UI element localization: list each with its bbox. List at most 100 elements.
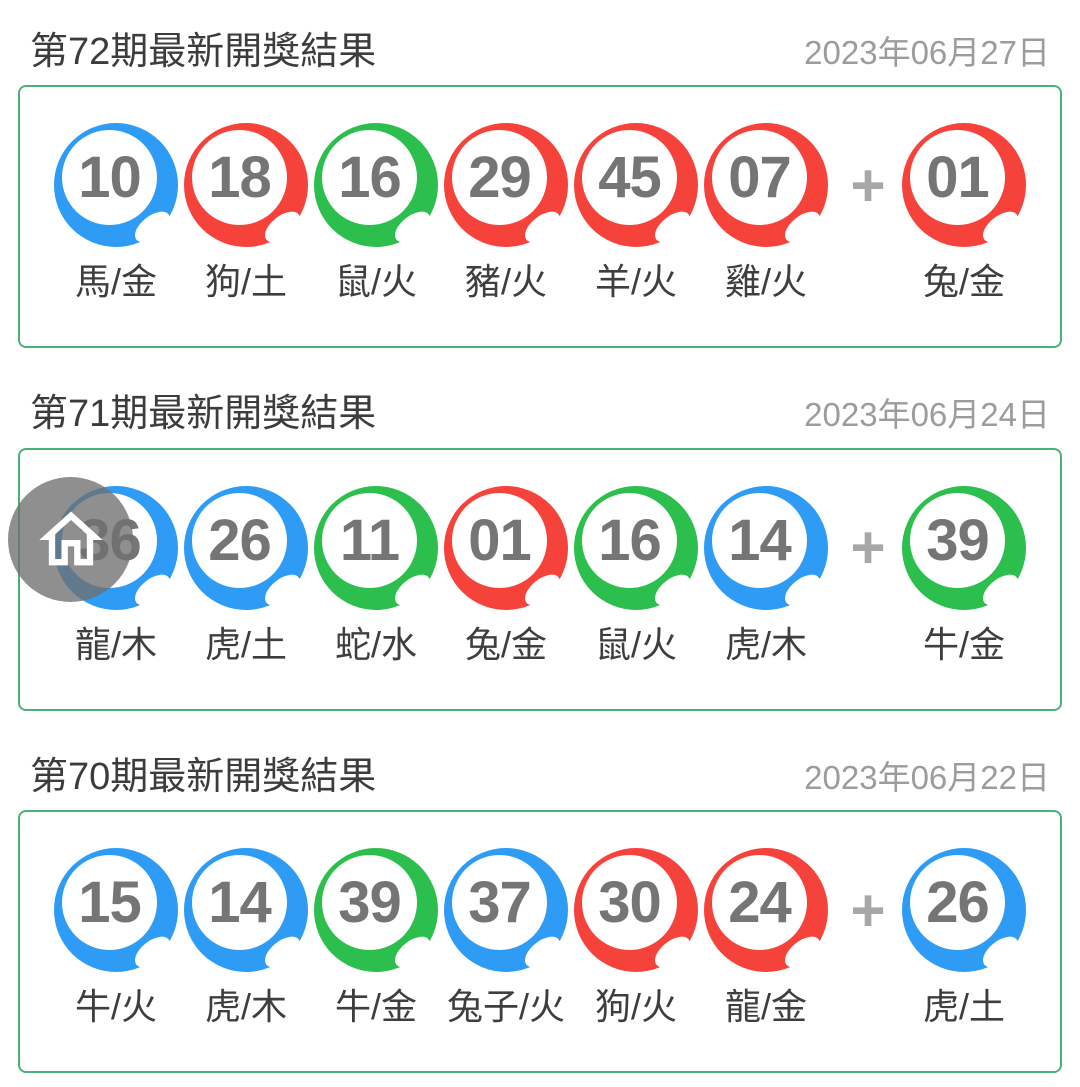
ball-column: 30 狗/火 bbox=[574, 848, 698, 1029]
ball-zodiac-element-label: 羊/火 bbox=[594, 261, 677, 303]
ball-number: 45 bbox=[598, 145, 662, 211]
ball-zodiac-element-label: 豬/火 bbox=[464, 261, 547, 303]
lottery-ball: 18 bbox=[184, 123, 308, 249]
ball-column: 01 兔/金 bbox=[444, 485, 568, 667]
ball-zodiac-element-label: 兔子/火 bbox=[446, 986, 565, 1028]
lottery-ball: 11 bbox=[314, 485, 438, 612]
home-button[interactable] bbox=[8, 477, 133, 602]
ball-face: 37 bbox=[452, 855, 547, 951]
lottery-ball: 16 bbox=[314, 123, 438, 249]
lottery-ball: 29 bbox=[444, 123, 568, 249]
ball-face: 14 bbox=[712, 492, 807, 588]
lottery-ball: 14 bbox=[704, 485, 828, 612]
ball-zodiac-element-label: 虎/木 bbox=[724, 623, 807, 665]
plus-sign: + bbox=[850, 151, 886, 219]
ball-number: 14 bbox=[208, 870, 272, 936]
ball-zodiac-element-label: 鼠/火 bbox=[334, 261, 417, 303]
ball-zodiac-element-label: 虎/木 bbox=[204, 986, 287, 1028]
ball-number: 24 bbox=[728, 870, 792, 936]
ball-zodiac-element-label: 狗/火 bbox=[594, 986, 677, 1028]
ball-zodiac-element-label: 兔/金 bbox=[922, 261, 1005, 303]
ball-number: 26 bbox=[926, 870, 990, 936]
ball-face: 16 bbox=[322, 130, 417, 226]
ball-number: 18 bbox=[208, 145, 272, 211]
lottery-ball: 26 bbox=[902, 848, 1026, 974]
ball-face: 24 bbox=[712, 855, 807, 951]
draw-date: 2023年06月22日 bbox=[804, 758, 1050, 796]
balls-row: 10 馬/金 18 狗/土 16 鼠/火 29 豬/火 bbox=[20, 87, 1060, 346]
balls-row: 15 牛/火 14 虎/木 39 牛/金 37 兔子/ bbox=[20, 812, 1060, 1071]
ball-zodiac-element-label: 兔/金 bbox=[464, 623, 547, 665]
section-title: 第72期最新開獎結果 bbox=[30, 31, 377, 73]
lottery-ball: 24 bbox=[704, 848, 828, 974]
ball-column: 39 牛/金 bbox=[902, 485, 1026, 667]
ball-zodiac-element-label: 牛/金 bbox=[334, 986, 417, 1028]
ball-zodiac-element-label: 虎/土 bbox=[204, 623, 287, 665]
ball-face: 18 bbox=[192, 130, 287, 226]
section-title: 第70期最新開獎結果 bbox=[30, 755, 377, 798]
ball-number: 29 bbox=[468, 145, 532, 211]
draw-result-section: 第71期最新開獎結果 2023年06月24日 36 龍/木 26 虎/土 11 bbox=[18, 388, 1062, 711]
ball-number: 14 bbox=[728, 507, 792, 573]
ball-zodiac-element-label: 龍/木 bbox=[74, 623, 157, 665]
ball-column: 26 虎/土 bbox=[902, 848, 1026, 1029]
ball-face: 26 bbox=[910, 855, 1005, 951]
ball-column: 26 虎/土 bbox=[184, 485, 308, 667]
ball-face: 15 bbox=[62, 855, 157, 951]
ball-column: 24 龍/金 bbox=[704, 848, 828, 1029]
section-title: 第71期最新開獎結果 bbox=[30, 393, 377, 436]
lottery-ball: 37 bbox=[444, 848, 568, 974]
ball-zodiac-element-label: 牛/火 bbox=[74, 986, 157, 1028]
ball-face: 29 bbox=[452, 130, 547, 226]
ball-column: 07 雞/火 bbox=[704, 123, 828, 304]
ball-zodiac-element-label: 蛇/水 bbox=[334, 623, 417, 665]
ball-column: 01 兔/金 bbox=[902, 123, 1026, 304]
section-header: 第72期最新開獎結果 2023年06月27日 bbox=[18, 26, 1062, 85]
ball-column: 15 牛/火 bbox=[54, 848, 178, 1029]
ball-number: 16 bbox=[338, 145, 402, 211]
ball-face: 16 bbox=[582, 492, 677, 588]
lottery-ball: 14 bbox=[184, 848, 308, 974]
home-icon bbox=[38, 511, 103, 565]
lottery-ball: 30 bbox=[574, 848, 698, 974]
ball-face: 14 bbox=[192, 855, 287, 951]
ball-face: 10 bbox=[62, 130, 157, 226]
lottery-ball: 01 bbox=[902, 123, 1026, 249]
lottery-ball: 39 bbox=[314, 848, 438, 974]
ball-zodiac-element-label: 龍/金 bbox=[724, 986, 807, 1028]
ball-zodiac-element-label: 雞/火 bbox=[724, 261, 807, 303]
lottery-ball: 01 bbox=[444, 485, 568, 612]
ball-column: 14 虎/木 bbox=[704, 485, 828, 667]
lottery-ball: 45 bbox=[574, 123, 698, 249]
ball-column: 14 虎/木 bbox=[184, 848, 308, 1029]
ball-column: 11 蛇/水 bbox=[314, 485, 438, 667]
ball-number: 26 bbox=[208, 507, 272, 573]
plus-sign: + bbox=[850, 514, 886, 582]
ball-column: 10 馬/金 bbox=[54, 123, 178, 304]
ball-number: 37 bbox=[468, 870, 532, 936]
ball-number: 10 bbox=[78, 145, 142, 211]
ball-number: 01 bbox=[926, 145, 990, 211]
ball-face: 01 bbox=[910, 130, 1005, 226]
ball-face: 01 bbox=[452, 492, 547, 588]
ball-number: 11 bbox=[339, 507, 400, 573]
ball-face: 07 bbox=[712, 130, 807, 226]
ball-number: 16 bbox=[598, 507, 662, 573]
sections-container: 第72期最新開獎結果 2023年06月27日 10 馬/金 18 狗/土 16 bbox=[0, 26, 1080, 1074]
draw-result-section: 第72期最新開獎結果 2023年06月27日 10 馬/金 18 狗/土 16 bbox=[18, 26, 1062, 349]
ball-number: 15 bbox=[78, 870, 142, 936]
ball-zodiac-element-label: 鼠/火 bbox=[594, 623, 677, 665]
ball-zodiac-element-label: 牛/金 bbox=[922, 623, 1005, 665]
ball-number: 30 bbox=[598, 870, 662, 936]
ball-number: 01 bbox=[468, 507, 532, 573]
ball-face: 26 bbox=[192, 492, 287, 588]
lottery-ball: 16 bbox=[574, 485, 698, 612]
ball-number: 07 bbox=[728, 145, 792, 211]
ball-column: 37 兔子/火 bbox=[444, 848, 568, 1029]
ball-column: 18 狗/土 bbox=[184, 123, 308, 304]
section-header: 第70期最新開獎結果 2023年06月22日 bbox=[18, 751, 1062, 810]
ball-column: 16 鼠/火 bbox=[574, 485, 698, 667]
ball-column: 39 牛/金 bbox=[314, 848, 438, 1029]
result-box: 15 牛/火 14 虎/木 39 牛/金 37 兔子/ bbox=[18, 810, 1062, 1074]
balls-row: 36 龍/木 26 虎/土 11 蛇/水 01 兔/金 bbox=[20, 450, 1060, 709]
